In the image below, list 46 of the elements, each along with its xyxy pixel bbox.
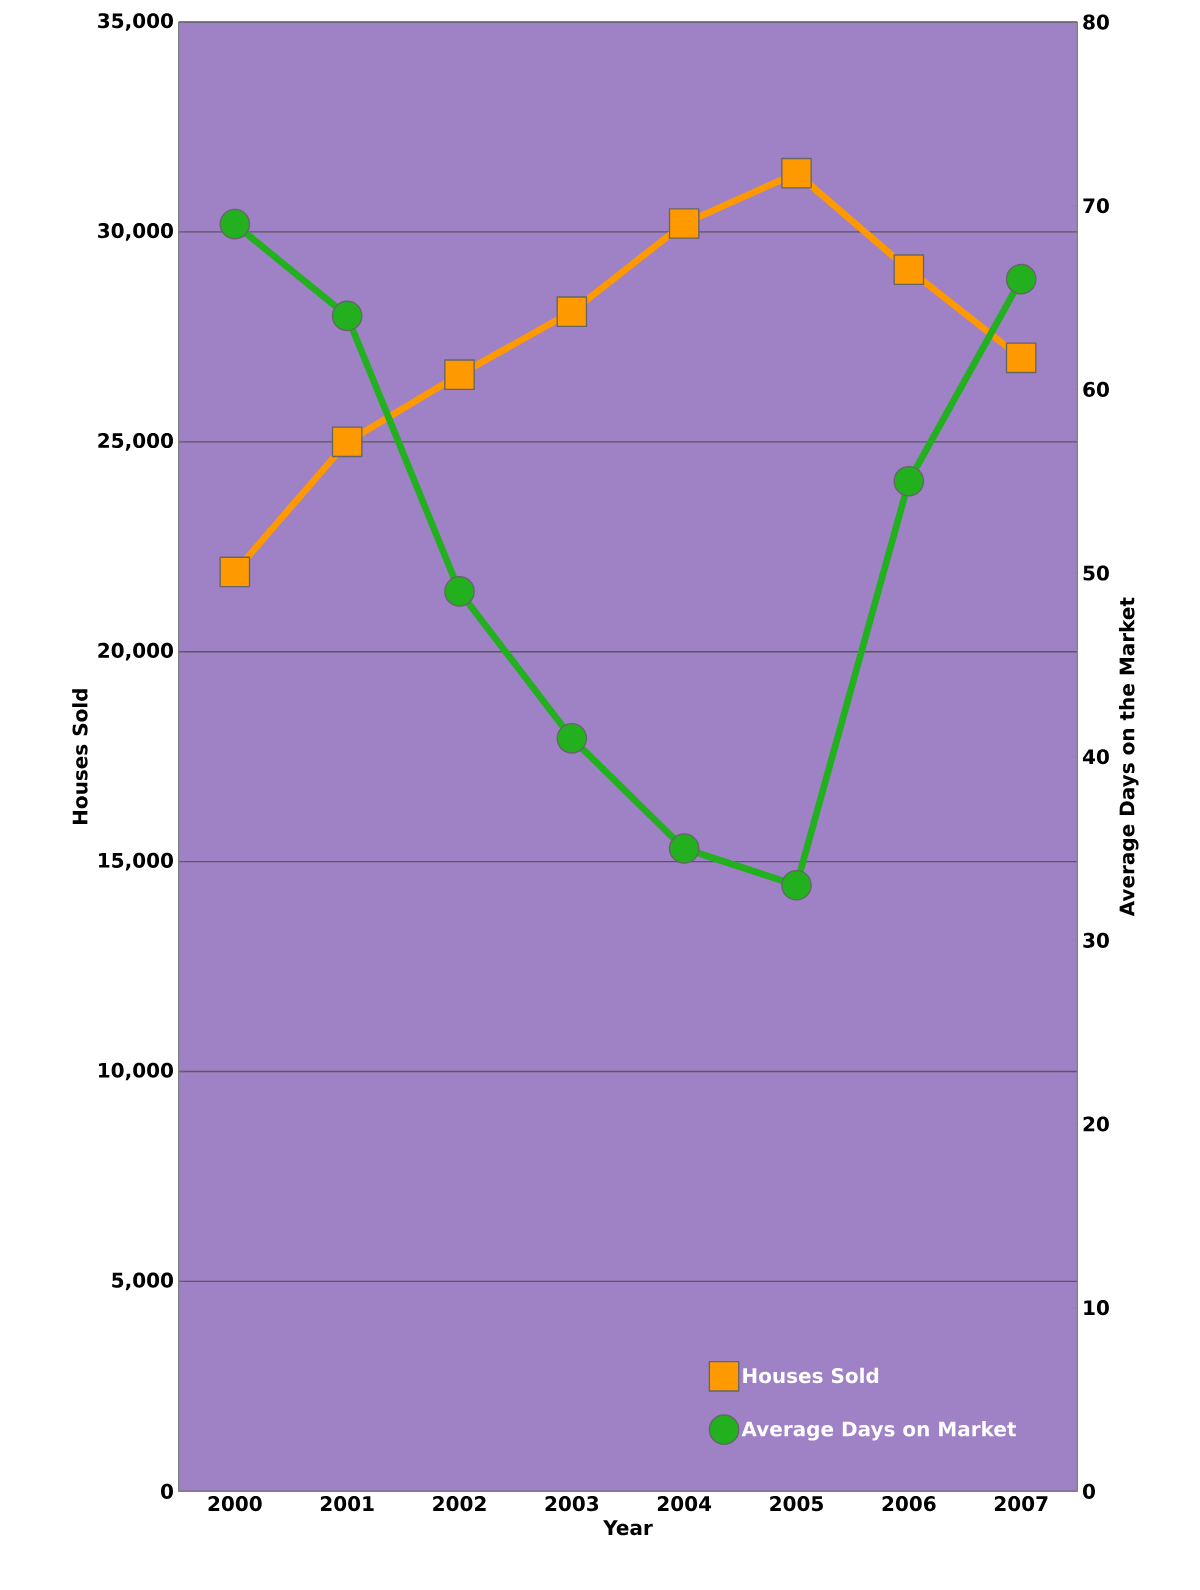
x-tick-label: 2006: [882, 1496, 936, 1512]
point: [556, 723, 588, 754]
x-tick-label: 2002: [433, 1496, 486, 1512]
y2-tick-label: 60: [1083, 381, 1109, 397]
y2-tick-label: 30: [1083, 932, 1109, 948]
point: [444, 359, 475, 390]
point: [893, 254, 925, 286]
y2-tick-label: 80: [1083, 14, 1109, 30]
y2-tick-label: 20: [1083, 1116, 1109, 1132]
y-tick-label: 35,000: [98, 13, 173, 31]
y2-tick-label: 70: [1083, 198, 1109, 214]
point: [668, 833, 700, 864]
point: [331, 300, 363, 332]
point: [668, 208, 700, 239]
point: [1005, 263, 1037, 295]
point: [781, 157, 812, 189]
x-tick-label: 2004: [657, 1496, 712, 1512]
y2-tick-label: 40: [1082, 749, 1109, 765]
y-tick-label: 30,000: [98, 223, 173, 241]
point: [1005, 342, 1037, 374]
y-axis-title: Houses Sold: [72, 689, 88, 825]
point: [556, 296, 588, 328]
y-tick-label: 25,000: [98, 432, 173, 451]
point: [219, 208, 251, 240]
point: [331, 426, 363, 458]
y-tick-label: 5,000: [112, 1272, 173, 1291]
x-tick-label: 2007: [994, 1496, 1048, 1512]
y-tick-label: 20,000: [98, 642, 173, 661]
x-tick-label: 2001: [320, 1496, 374, 1512]
y-tick-label: 15,000: [99, 852, 173, 871]
y2-tick-label: 50: [1083, 565, 1109, 581]
y-tick-label: 10,000: [99, 1062, 173, 1081]
point: [444, 576, 475, 607]
y2-tick-label: 0: [1083, 1483, 1095, 1499]
x-tick-label: 2005: [770, 1496, 823, 1512]
point: [219, 556, 251, 588]
x-tick-label: 2000: [208, 1496, 262, 1512]
x-tick-label: 2003: [545, 1496, 599, 1512]
x-axis-title: Year: [603, 1520, 653, 1536]
legend-label: Houses Sold: [743, 1367, 879, 1384]
legend-label: Average Days on Market: [741, 1421, 1017, 1441]
y-tick-label: 0: [161, 1483, 173, 1499]
y2-axis-title: Average Days on the Market: [1119, 597, 1139, 917]
y2-tick-label: 10: [1084, 1300, 1109, 1316]
point: [781, 869, 812, 901]
point: [893, 465, 925, 497]
